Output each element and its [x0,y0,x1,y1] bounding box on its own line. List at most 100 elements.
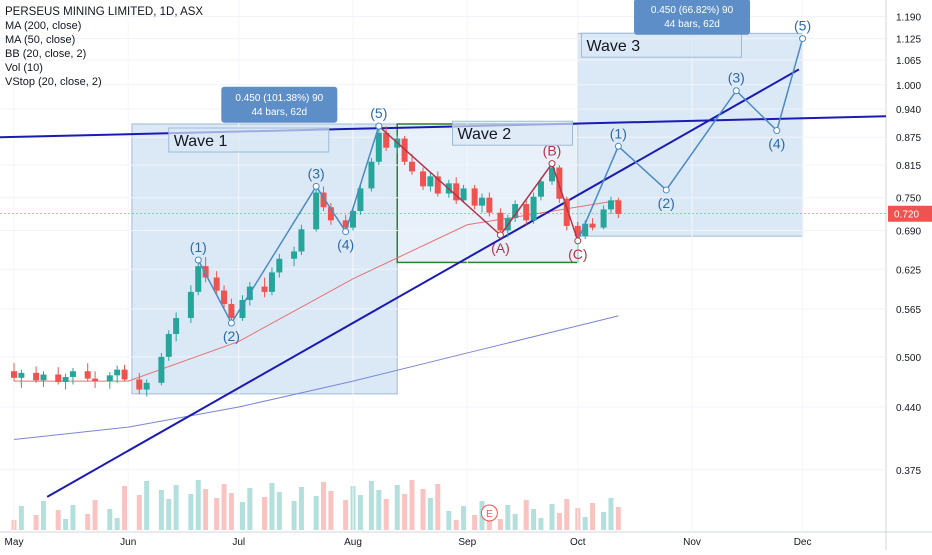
volume-bar [313,496,319,530]
wave-point [773,127,781,135]
wave-point [375,122,383,130]
y-tick-label: 1.125 [896,35,921,46]
volume-bar [173,485,179,530]
candle-body [33,372,40,381]
wave-label: (3) [728,70,745,86]
indicator-bb[interactable]: BB (20, close, 2) [5,48,87,60]
wave-label: (2) [658,195,675,211]
volume-bar [228,493,234,530]
y-tick-label: 0.375 [896,466,921,477]
volume-bar [55,510,61,530]
y-tick-label: 0.875 [896,133,921,144]
candle-body [121,369,128,380]
y-tick-label: 0.565 [896,305,921,316]
volume-bar [85,514,91,530]
indicator-legend: PERSEUS MINING LIMITED, 1D, ASX MA (200,… [5,5,203,89]
volume-bar [214,498,220,530]
volume-bar [608,498,614,530]
volume-bars [11,480,621,530]
x-tick-label: Oct [570,537,586,548]
wave-label-box [452,120,574,146]
volume-bar [269,483,275,530]
candle-body [187,291,194,319]
volume-bar [136,495,142,530]
wave-point [662,186,670,194]
indicator-ma50[interactable]: MA (50, close) [5,34,76,46]
correction-wave-path [378,125,579,242]
candle-body [114,369,121,376]
y-tick-label: 0.500 [896,353,921,364]
wave-label: (3) [308,165,325,181]
candle-body [173,318,180,334]
volume-bar [276,492,282,530]
measure-text: 0.450 (101.38%) 90 [235,93,323,104]
measure-bars: 44 bars, 62d [664,19,720,30]
volume-bar [239,502,245,530]
measure-bars: 44 bars, 62d [252,107,308,118]
symbol-title: PERSEUS MINING LIMITED, 1D, ASX [5,6,204,18]
volume-bar [461,506,467,530]
wave-name: Wave 2 [458,126,512,143]
indicator-vstop[interactable]: VStop (20, close, 2) [5,76,102,88]
wave-point [312,182,320,190]
candle-body [549,167,556,182]
measure-text: 0.450 (66.82%) 90 [651,5,734,16]
wave-point [574,237,582,245]
volume-bar [247,488,253,530]
wave-label-box [580,32,742,58]
y-tick-label: 0.440 [896,403,921,414]
volume-bar [18,506,24,530]
candle-body [92,378,99,382]
candle-body [375,132,382,162]
volume-bar [144,481,150,530]
wave-label: (4) [337,237,354,253]
candle-body [383,132,390,148]
volume-bar [92,500,98,530]
volume-bar [343,500,349,530]
candle-body [69,371,76,377]
volume-bar [394,485,400,530]
wave-point [342,228,350,236]
candle-body [574,225,581,237]
candle-body [291,251,298,259]
candle-body [537,181,544,197]
wave-name: Wave 1 [174,133,228,150]
y-tick-label: 0.750 [896,194,921,205]
candle-body [434,176,441,194]
volume-bar [402,494,408,530]
volume-bar [122,486,128,530]
earnings-icon [480,504,498,522]
candle-body [228,304,235,319]
candle-body [106,375,113,382]
wave-label: (1) [190,239,207,255]
candle-body [460,188,467,201]
volume-bar [446,511,452,530]
wave-label: (2) [223,328,240,344]
indicator-vol[interactable]: Vol (10) [5,62,43,74]
x-tick-label: Aug [344,537,362,548]
candle-body [268,272,275,292]
indicator-ma200[interactable]: MA (200, close) [5,20,82,32]
candle-body [615,200,622,214]
candle-body [298,229,305,252]
volume-bar [291,501,297,530]
candle-body [62,376,69,382]
volume-bar [195,480,201,530]
candle-body [18,372,25,378]
volume-bar [505,505,511,530]
candle-body [563,198,570,226]
candle-body [165,333,172,357]
volume-bar [188,494,194,530]
volume-bar [63,519,69,530]
candle-body [556,167,563,199]
x-tick-label: Jun [120,537,136,548]
candle-body [342,220,349,228]
candle-body [453,183,460,201]
volume-bar [262,497,268,530]
earnings-label: E [486,509,493,520]
volume-bar [33,515,39,530]
volume-bar [321,482,327,530]
measure-tooltip [634,0,751,35]
